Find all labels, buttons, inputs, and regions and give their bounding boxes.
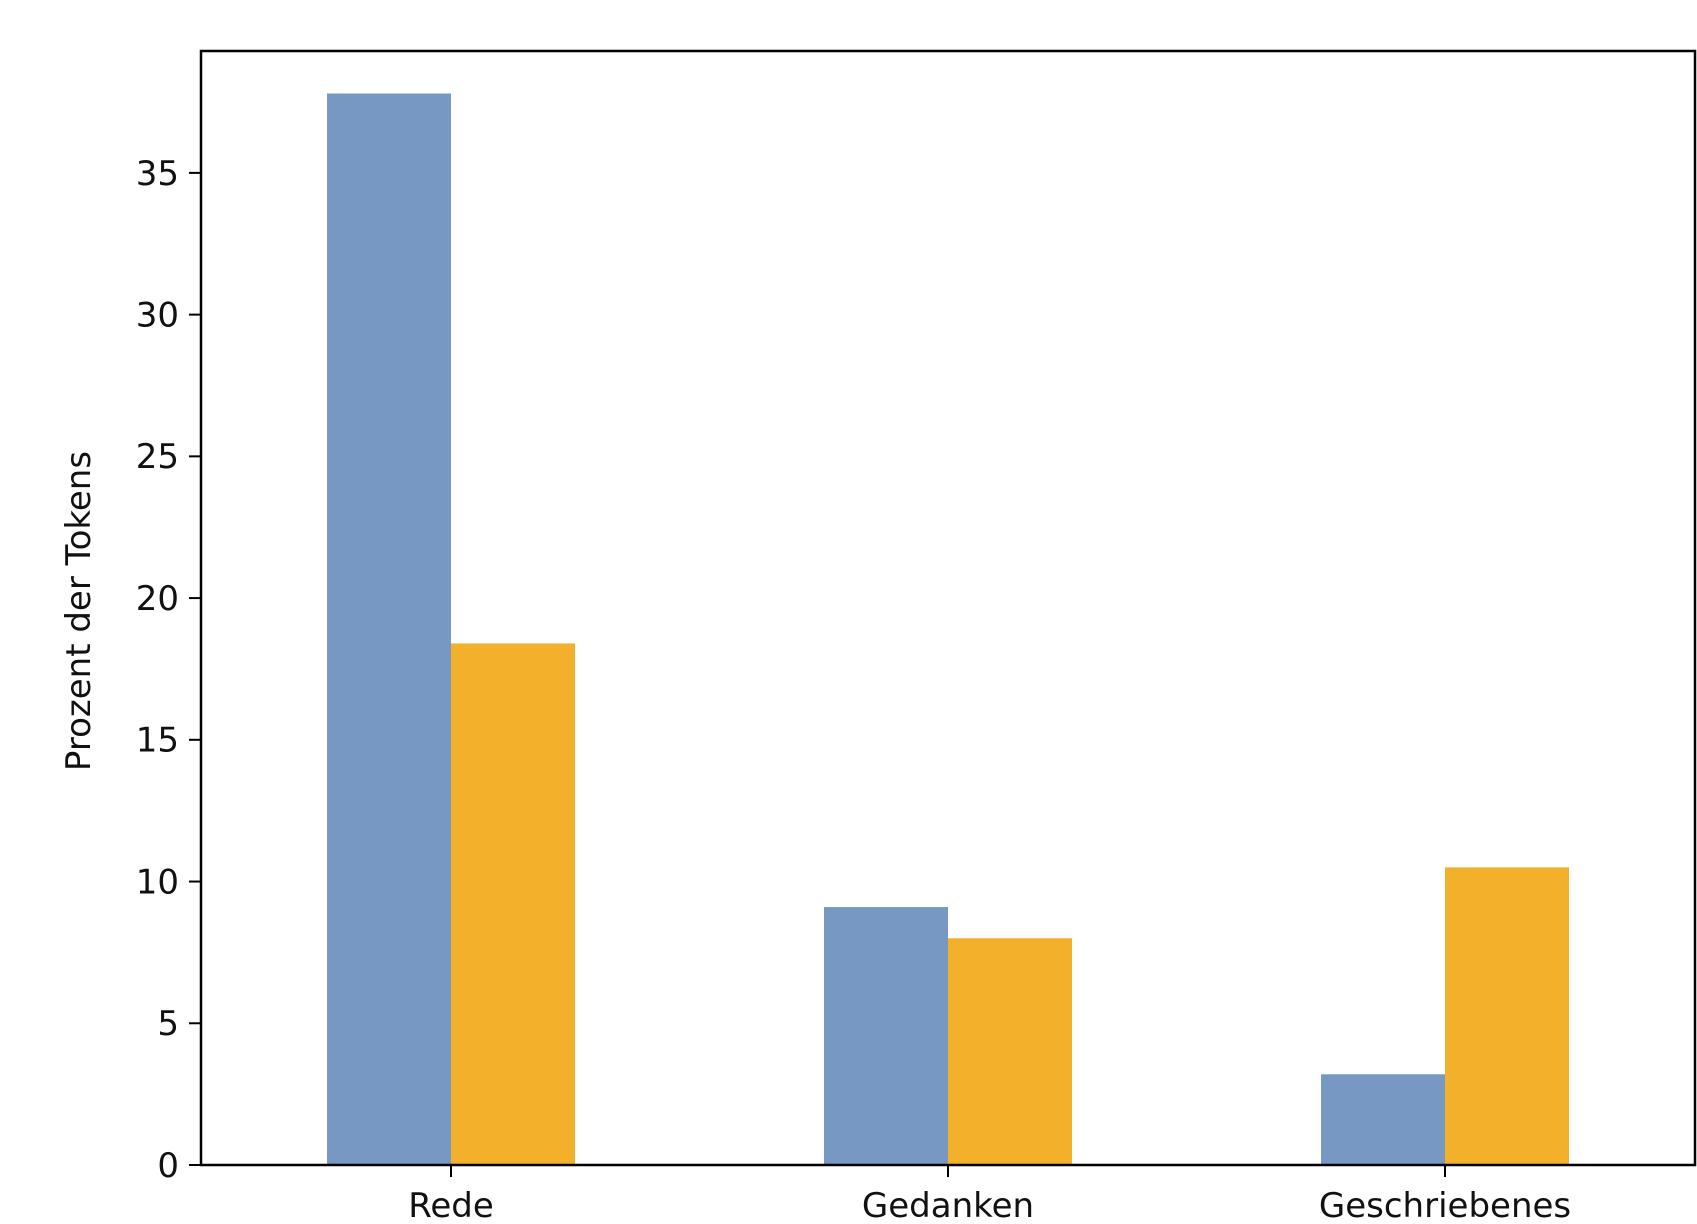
y-axis: 0 5 10 15 20 25 30 35 [136, 154, 201, 1186]
x-tick-label-geschriebenes: Geschriebenes [1319, 1186, 1571, 1224]
x-tick-label-gedanken: Gedanken [862, 1186, 1034, 1224]
bar-series2-gedanken [948, 938, 1072, 1165]
bars-group [327, 93, 1569, 1166]
bar-series1-geschriebenes [1321, 1074, 1445, 1165]
y-tick-label: 15 [136, 721, 179, 761]
bar-series1-rede [327, 93, 451, 1166]
y-tick-label: 0 [157, 1146, 179, 1186]
y-tick-label: 5 [157, 1004, 179, 1044]
y-tick-label: 10 [136, 862, 179, 902]
x-axis: Rede Gedanken Geschriebenes [408, 1165, 1571, 1224]
y-tick-label: 30 [136, 296, 179, 336]
bar-series2-rede [451, 643, 575, 1165]
bar-series1-gedanken [824, 907, 948, 1165]
y-tick-label: 20 [136, 579, 179, 619]
y-axis-label: Prozent der Tokens [59, 451, 99, 771]
y-tick-label: 25 [136, 437, 179, 477]
x-tick-label-rede: Rede [408, 1186, 494, 1224]
y-tick-label: 35 [136, 154, 179, 194]
bar-series2-geschriebenes [1445, 867, 1569, 1165]
